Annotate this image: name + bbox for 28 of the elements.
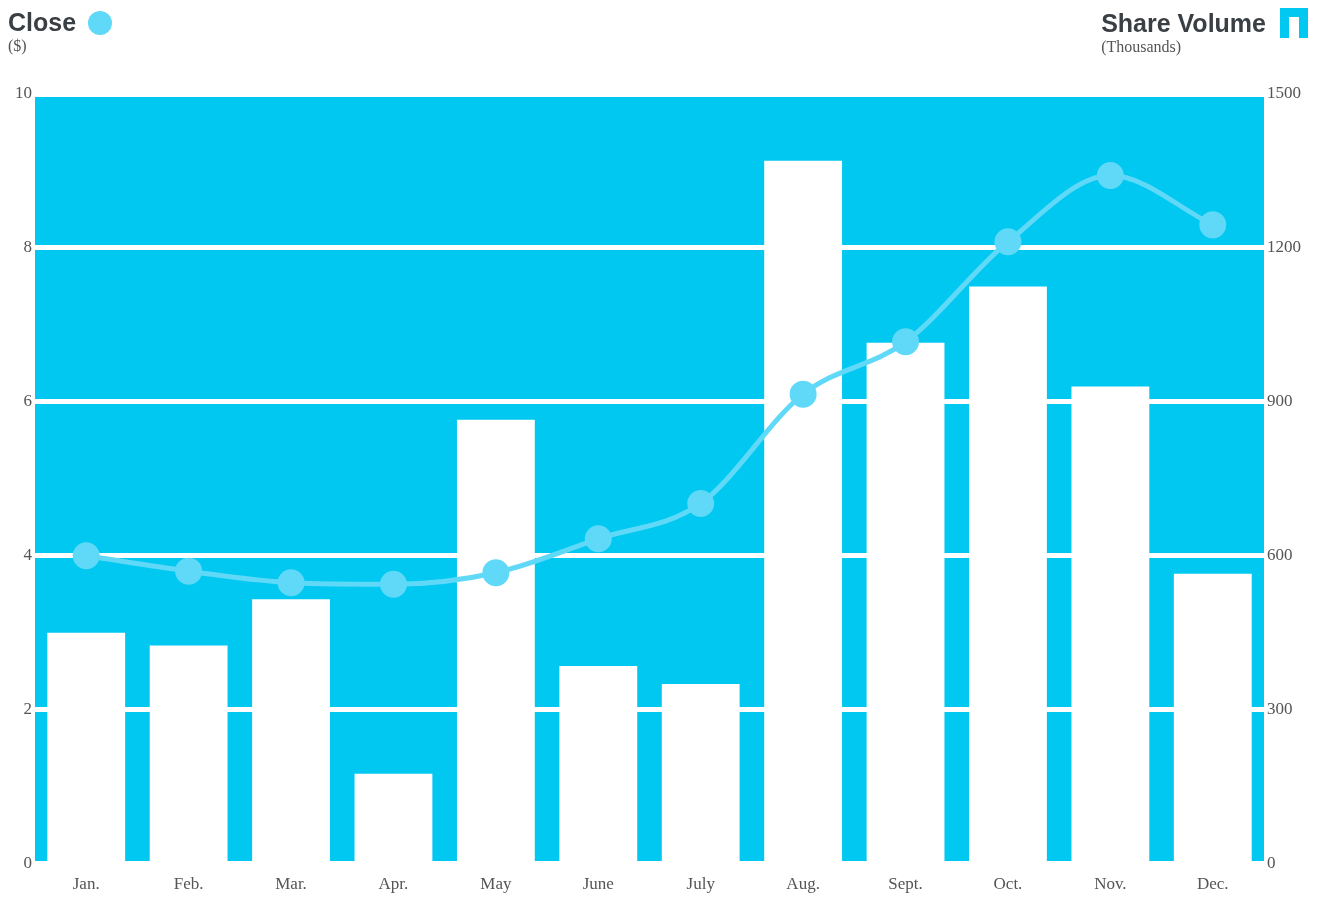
y2-tick-label: 1200 bbox=[1267, 237, 1301, 257]
x-tick-label: Jan. bbox=[72, 874, 100, 894]
x-tick-label: Sept. bbox=[888, 874, 923, 894]
x-tick-label: Feb. bbox=[173, 874, 204, 894]
x-tick-label: May bbox=[480, 874, 512, 894]
y2-tick-label: 300 bbox=[1267, 699, 1293, 719]
y2-tick-label: 0 bbox=[1267, 853, 1276, 873]
x-tick-label: Mar. bbox=[275, 874, 307, 894]
y-tick-label: 4 bbox=[23, 545, 33, 565]
x-tick-label: June bbox=[582, 874, 614, 894]
x-tick-label: Nov. bbox=[1094, 874, 1127, 894]
x-tick-label: July bbox=[686, 874, 716, 894]
y-tick-label: 6 bbox=[23, 391, 32, 411]
y2-tick-label: 1500 bbox=[1267, 83, 1301, 103]
y2-axis-title: (Thousands) bbox=[1101, 38, 1183, 56]
y-tick-label: 10 bbox=[15, 83, 32, 103]
y-tick-label: 8 bbox=[23, 237, 32, 257]
legend-label: Close bbox=[8, 8, 77, 37]
y-tick-label: 0 bbox=[23, 853, 32, 873]
y-tick-label: 2 bbox=[23, 699, 32, 719]
y-axis-title: ($) bbox=[8, 37, 28, 55]
legend-label: Share Volume bbox=[1101, 8, 1266, 38]
y2-tick-label: 600 bbox=[1267, 545, 1293, 565]
x-tick-label: Oct. bbox=[993, 874, 1023, 894]
y2-tick-label: 900 bbox=[1267, 391, 1293, 411]
x-tick-label: Apr. bbox=[378, 874, 409, 894]
x-tick-label: Aug. bbox=[786, 874, 820, 894]
x-tick-label: Dec. bbox=[1196, 874, 1229, 894]
